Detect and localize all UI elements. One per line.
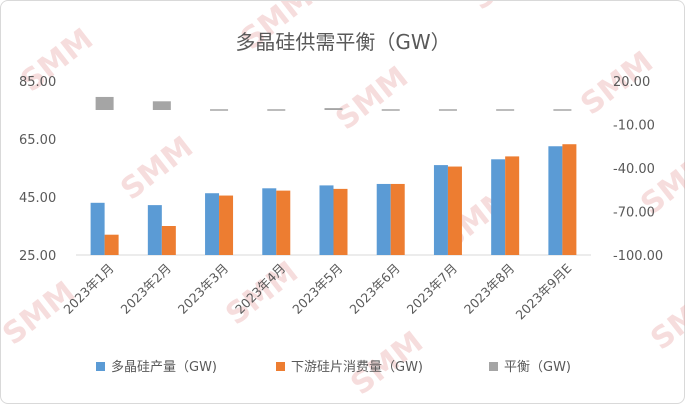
left-tick-label: 45.00 — [19, 191, 56, 206]
category-label: 2023年6月 — [346, 261, 402, 317]
left-tick-label: 65.00 — [19, 133, 56, 148]
bar-production — [147, 205, 162, 255]
bar-production — [262, 188, 277, 255]
right-tick-label: -10.00 — [613, 119, 655, 134]
bar-balance — [267, 109, 286, 111]
legend-label: 多晶硅产量（GW) — [111, 359, 217, 375]
legend-label: 下游硅片消费量（GW) — [291, 360, 423, 375]
right-tick-label: 20.00 — [613, 75, 650, 90]
legend-label: 平衡（GW) — [504, 360, 571, 375]
watermark-10: SMM — [644, 280, 685, 358]
legend: 多晶硅产量（GW) 下游硅片消费量（GW) 平衡（GW) — [96, 359, 571, 375]
category-label: 2023年5月 — [289, 261, 345, 317]
bar-production — [205, 193, 220, 255]
category-label: 2023年8月 — [461, 261, 517, 317]
bar-consumption — [505, 156, 520, 255]
right-tick-label: -40.00 — [613, 162, 655, 177]
bar-balance — [438, 109, 457, 111]
right-tick-label: -70.00 — [613, 206, 655, 221]
right-tick-label: -100.00 — [613, 249, 663, 264]
legend-swatch — [276, 362, 285, 371]
category-label: 2023年7月 — [404, 261, 460, 317]
legend-swatch — [489, 362, 498, 371]
right-axis: 20.00 -10.00 -40.00 -70.00 -100.00 — [613, 75, 663, 264]
legend-swatch — [96, 362, 105, 371]
bar-consumption — [333, 188, 348, 255]
category-label: 2023年9月E — [513, 260, 575, 322]
bar-balance — [152, 101, 171, 110]
bar-balance — [95, 96, 114, 110]
left-tick-label: 25.00 — [19, 249, 56, 264]
left-tick-label: 85.00 — [19, 75, 56, 90]
bar-production — [376, 183, 391, 255]
bar-production — [491, 159, 506, 255]
category-label: 2023年2月 — [118, 261, 174, 317]
bar-consumption — [219, 195, 234, 255]
bar-production — [90, 202, 105, 255]
bar-production — [548, 146, 563, 255]
bar-consumption — [390, 183, 405, 255]
bar-production — [433, 165, 448, 255]
bar-layer — [90, 96, 577, 255]
bar-consumption — [161, 226, 176, 255]
bar-balance — [553, 109, 572, 111]
bar-balance — [381, 109, 400, 111]
bar-balance — [210, 109, 229, 111]
watermark-2: SMM — [464, 1, 550, 17]
bar-consumption — [562, 144, 577, 255]
bar-production — [319, 185, 334, 255]
bar-consumption — [447, 166, 462, 255]
bar-balance — [496, 109, 515, 111]
bar-balance — [324, 108, 343, 110]
left-axis: 85.00 65.00 45.00 25.00 — [19, 75, 56, 264]
bar-consumption — [276, 190, 291, 255]
watermark-5: SMM — [114, 130, 200, 208]
bar-consumption — [104, 234, 119, 255]
chart-title: 多晶硅供需平衡（GW） — [235, 30, 450, 54]
category-labels: 2023年1月 2023年2月 2023年3月 2023年4月 2023年5月 2023年… — [60, 260, 574, 322]
watermark-4: SMM — [329, 60, 415, 138]
